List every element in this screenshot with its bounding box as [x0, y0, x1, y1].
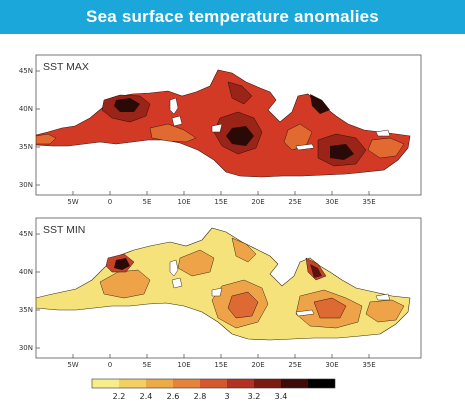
colorbar-swatch [200, 379, 227, 388]
colorbar-outline [91, 378, 336, 389]
island [211, 287, 223, 297]
colorbar-label: 3.2 [248, 392, 261, 401]
colorbar-label: 3.4 [275, 392, 288, 401]
lat-tick-label: 45N [19, 67, 33, 75]
lon-tick-label: 20E [251, 198, 264, 206]
lon-tick-label: 35E [362, 361, 375, 369]
island [171, 115, 183, 127]
colorbar-swatch [254, 379, 281, 388]
island [171, 277, 183, 289]
island [375, 293, 391, 301]
lon-tick-label: 5W [67, 198, 78, 206]
anomaly-core [114, 98, 140, 112]
colorbar-swatch [146, 379, 173, 388]
colorbar-label: 2.4 [140, 392, 153, 401]
lon-tick-label: 25E [288, 361, 301, 369]
island [169, 259, 179, 277]
anomaly-core [226, 126, 254, 146]
anomaly-core [330, 144, 354, 160]
anomaly-contour [227, 291, 259, 319]
anomaly-contour [227, 81, 253, 105]
lon-tick-label: 5W [67, 361, 78, 369]
lon-tick-label: 5E [143, 198, 152, 206]
lon-tick-label: 15E [214, 198, 227, 206]
lon-axis: 5W 0 5E 10E 15E 20E 25E 30E 35E [67, 191, 376, 206]
lon-tick-label: 15E [214, 361, 227, 369]
anomaly-contour [36, 133, 57, 145]
colorbar-label: 2.2 [113, 392, 126, 401]
lat-tick-label: 30N [19, 344, 33, 352]
anomaly-contour [149, 123, 197, 143]
lon-tick-label: 0 [108, 361, 112, 369]
lon-tick-label: 0 [108, 198, 112, 206]
island [169, 97, 179, 115]
colorbar-label: 2.6 [167, 392, 180, 401]
colorbar-swatch [308, 379, 335, 388]
colorbar-label: 2.8 [194, 392, 207, 401]
lat-axis: 45N 40N 35N 30N [19, 67, 40, 189]
colorbar-swatch [92, 379, 119, 388]
lon-tick-label: 30E [325, 198, 338, 206]
colorbar-label: 3 [224, 392, 229, 401]
colorbar-swatch [227, 379, 254, 388]
island [211, 123, 223, 133]
island [375, 129, 391, 137]
island [295, 309, 315, 317]
lon-tick-label: 35E [362, 198, 375, 206]
lon-tick-label: 20E [251, 361, 264, 369]
anomaly-contour [231, 237, 257, 263]
lat-tick-label: 40N [19, 105, 33, 113]
colorbar-swatch [119, 379, 146, 388]
lon-tick-label: 10E [177, 198, 190, 206]
colorbar: 2.2 2.4 2.6 2.8 3 3.2 3.4 [91, 378, 336, 401]
panel-label: SST MIN [43, 224, 85, 236]
anomaly-core [310, 264, 322, 278]
anomaly-contour [367, 137, 405, 159]
anomaly-core [114, 258, 130, 270]
panel-label: SST MAX [43, 61, 89, 73]
lon-tick-label: 10E [177, 361, 190, 369]
lat-tick-label: 45N [19, 230, 33, 238]
lat-tick-label: 35N [19, 143, 33, 151]
colorbar-swatch [173, 379, 200, 388]
lat-tick-label: 35N [19, 306, 33, 314]
island [295, 143, 315, 151]
lon-tick-label: 5E [143, 361, 152, 369]
lat-tick-label: 40N [19, 268, 33, 276]
colorbar-swatch [281, 379, 308, 388]
page-title: Sea surface temperature anomalies [86, 7, 379, 26]
lat-tick-label: 30N [19, 181, 33, 189]
map-panel-sst-max: SST MAX [19, 54, 422, 206]
anomaly-contour [365, 299, 405, 323]
map-panel-sst-min: SST MIN [19, 217, 422, 369]
anomaly-core [310, 94, 330, 114]
lon-axis: 5W 0 5E 10E 15E 20E 25E 30E 35E [67, 354, 376, 369]
title-bar: Sea surface temperature anomalies [0, 0, 465, 34]
anomaly-contour [313, 297, 347, 319]
anomaly-contour [177, 249, 215, 277]
lon-tick-label: 30E [325, 361, 338, 369]
lat-axis: 45N 40N 35N 30N [19, 230, 40, 352]
lon-tick-label: 25E [288, 198, 301, 206]
